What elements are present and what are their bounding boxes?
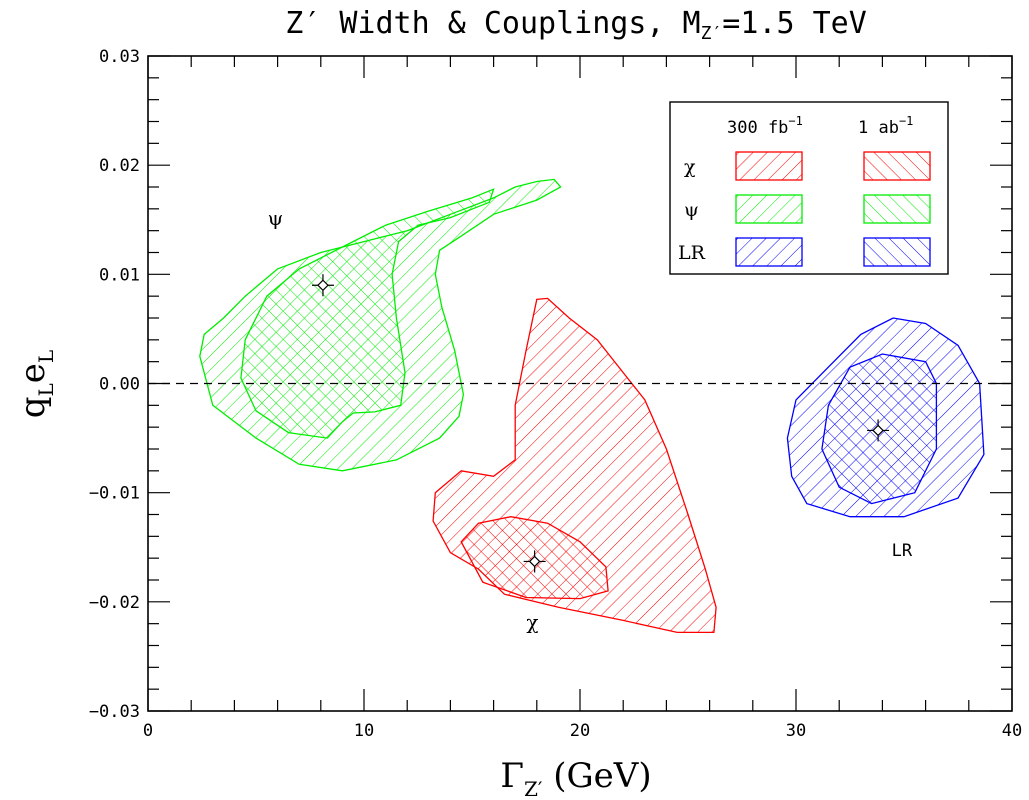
x-tick-label: 40 [1002, 721, 1022, 741]
legend-swatch-300fb [735, 194, 803, 224]
legend-swatch-300fb [735, 151, 803, 181]
legend-col-1ab: 1 ab−1 [858, 114, 913, 138]
legend-swatch-1ab [863, 151, 931, 181]
chart-title: Z′ Width & Couplings, MZ′=1.5 TeV [285, 6, 867, 44]
best-fit-markers [311, 274, 890, 573]
y-tick-label: −0.03 [89, 702, 140, 722]
legend-swatch-1ab [863, 237, 931, 267]
series-label: χ [526, 610, 538, 634]
legend-row-lr-label: LR [678, 242, 706, 264]
series-annotations: ψ χ LR [268, 206, 913, 634]
series-label: LR [892, 541, 913, 561]
x-tick-label: 10 [354, 721, 374, 741]
best-fit-marker [311, 274, 334, 297]
legend-swatch-1ab [863, 194, 931, 224]
y-tick-label: 0.02 [99, 156, 140, 176]
legend-swatches [735, 151, 931, 267]
y-axis-label: qLeL [13, 350, 58, 418]
legend-col-300fb: 300 fb−1 [727, 114, 803, 138]
legend-row-chi-label: χ [684, 156, 696, 178]
marker-diamond [317, 279, 329, 292]
x-tick-label: 20 [570, 721, 590, 741]
y-tick-label: −0.02 [89, 593, 140, 613]
y-tick-label: 0.03 [99, 47, 140, 67]
best-fit-marker [867, 419, 890, 442]
x-tick-label: 30 [786, 721, 806, 741]
series-label: ψ [268, 206, 284, 230]
y-tick-label: −0.01 [89, 484, 140, 504]
marker-diamond [872, 424, 884, 437]
axis-tick-labels: 0 10 20 30 40 −0.03 −0.02 −0.01 0.00 0.01 0.02 0.03 [89, 47, 1022, 741]
x-axis-label: ΓZ′ (GeV) [500, 756, 651, 800]
legend: 300 fb−1 1 ab−1 χ ψ LR [669, 101, 949, 275]
legend-row-psi-label: ψ [684, 199, 699, 221]
axis-ticks [147, 55, 1013, 712]
legend-swatch-300fb [735, 237, 803, 267]
y-tick-label: 0.01 [99, 265, 140, 285]
marker-diamond [528, 555, 541, 568]
best-fit-marker [523, 550, 546, 573]
x-tick-label: 0 [143, 721, 153, 741]
region-psi-1ab [240, 188, 495, 439]
y-tick-label: 0.00 [99, 375, 140, 395]
